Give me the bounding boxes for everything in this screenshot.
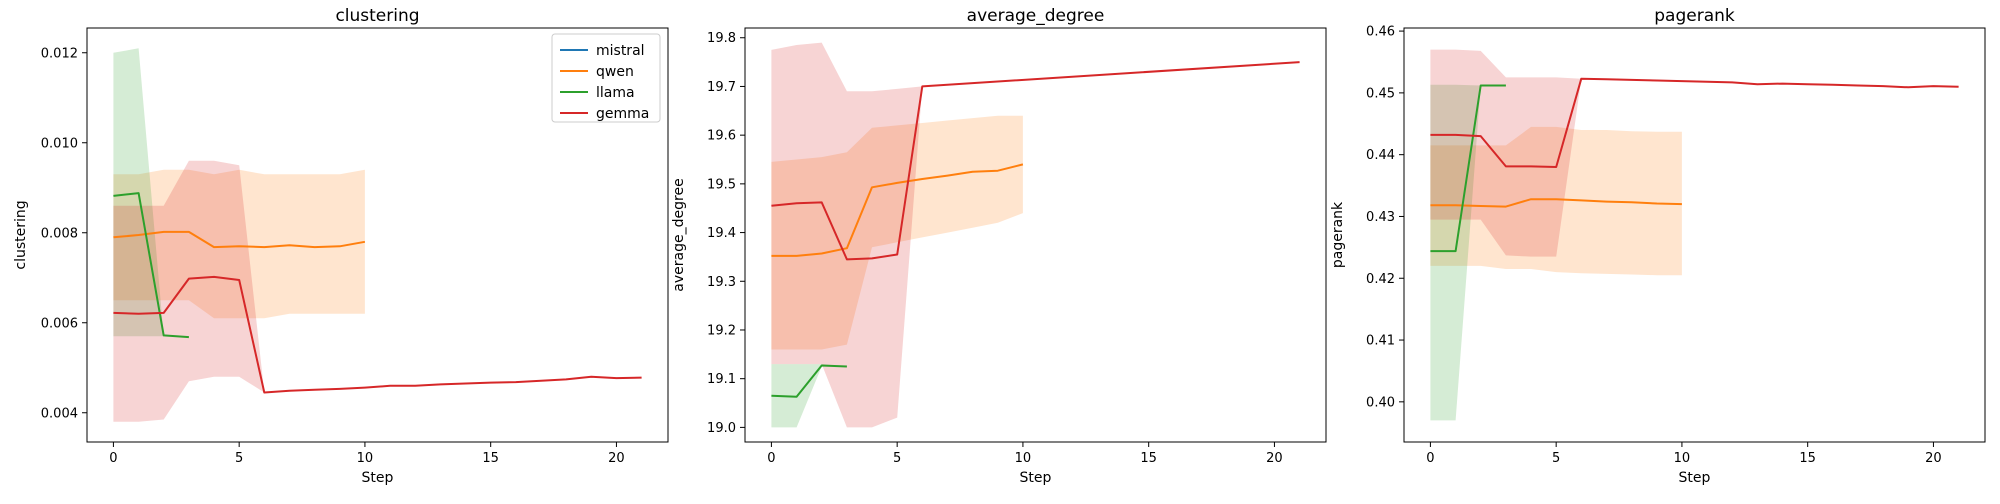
series-line-gemma <box>113 275 642 394</box>
y-axis-label: pagerank <box>1330 201 1346 268</box>
chart-title: pagerank <box>1654 6 1735 26</box>
y-axis-label: clustering <box>13 200 29 269</box>
x-axis-label: Step <box>362 470 394 486</box>
series-line-gemma <box>1430 77 1959 168</box>
series-line-qwen <box>1430 198 1682 208</box>
series-line-llama <box>113 192 189 339</box>
x-tick-label: 0 <box>109 451 117 466</box>
series-line-gemma <box>771 61 1300 261</box>
panel-pagerank: 0 5 10 15 20 0.40 0.41 0.42 0.43 0.44 0.45 0.46 page… <box>1330 6 1986 486</box>
series-line-qwen <box>113 230 366 249</box>
y-axis-label: average_degree <box>671 178 687 291</box>
y-tick-label: 19.6 <box>707 129 736 144</box>
series-line-llama <box>771 364 847 398</box>
y-tick-label: 19.5 <box>707 177 736 192</box>
x-tick-label: 20 <box>608 451 625 466</box>
y-tick-label: 0.40 <box>1366 395 1395 410</box>
y-tick-label: 0.45 <box>1366 86 1395 101</box>
chart-title: average_degree <box>967 6 1105 26</box>
y-tick-label: 0.006 <box>41 316 78 331</box>
x-tick-label: 10 <box>1674 451 1691 466</box>
x-tick-label: 5 <box>893 451 901 466</box>
legend-label-qwen: qwen <box>596 64 634 80</box>
band-llama <box>771 364 847 428</box>
x-tick-label: 20 <box>1925 451 1942 466</box>
series-line-qwen <box>771 163 1024 257</box>
legend-label-llama: llama <box>596 85 635 101</box>
y-tick-label: 19.2 <box>707 323 736 338</box>
chart-title: clustering <box>335 6 419 26</box>
band-qwen <box>113 169 365 319</box>
y-tick-label: 0.004 <box>41 406 78 421</box>
y-tick-label: 0.42 <box>1366 272 1395 287</box>
band-llama <box>1430 84 1506 421</box>
axes-frame <box>86 27 669 443</box>
y-tick-label: 0.43 <box>1366 210 1395 225</box>
band-qwen <box>1430 126 1682 276</box>
x-tick-label: 15 <box>1799 451 1816 466</box>
y-tick-label: 19.8 <box>707 31 736 46</box>
y-tick-label: 19.3 <box>707 275 736 290</box>
legend-label-gemma: gemma <box>596 106 649 122</box>
panel-average_degree: 0 5 10 15 20 19.0 19.1 19.2 19.3 19.4 19.5 19.6 19.7… <box>671 6 1327 486</box>
x-tick-label: 10 <box>1015 451 1032 466</box>
legend-box <box>551 33 661 123</box>
legend: mistral qwen llama gemma <box>551 33 661 123</box>
x-tick-label: 0 <box>767 451 775 466</box>
y-tick-label: 19.7 <box>707 80 736 95</box>
y-tick-label: 0.41 <box>1366 334 1395 349</box>
y-tick-label: 0.008 <box>41 226 78 241</box>
x-tick-label: 15 <box>482 451 499 466</box>
x-tick-label: 5 <box>235 451 243 466</box>
x-tick-label: 15 <box>1140 451 1157 466</box>
y-tick-label: 19.1 <box>707 372 736 387</box>
y-tick-label: 19.0 <box>707 421 736 436</box>
band-llama <box>113 48 189 337</box>
x-tick-label: 0 <box>1426 451 1434 466</box>
x-tick-label: 10 <box>357 451 374 466</box>
band-gemma <box>1430 49 1959 257</box>
x-tick-label: 5 <box>1552 451 1560 466</box>
panel-clustering: 0 5 10 15 20 0.004 0.006 0.008 0.010 0.012 cluster… <box>13 6 669 486</box>
y-tick-label: 0.46 <box>1366 25 1395 40</box>
y-tick-label: 0.44 <box>1366 148 1395 163</box>
band-gemma <box>113 160 642 422</box>
axes-frame <box>1403 27 1986 443</box>
axes-frame <box>744 27 1327 443</box>
x-axis-label: Step <box>1679 470 1711 486</box>
y-tick-label: 0.012 <box>41 46 78 61</box>
y-tick-label: 0.010 <box>41 136 78 151</box>
band-gemma <box>771 42 1300 428</box>
legend-label-mistral: mistral <box>596 43 645 59</box>
x-tick-label: 20 <box>1266 451 1283 466</box>
x-axis-label: Step <box>1020 470 1052 486</box>
series-line-llama <box>1430 84 1506 253</box>
y-tick-label: 19.4 <box>707 226 736 241</box>
